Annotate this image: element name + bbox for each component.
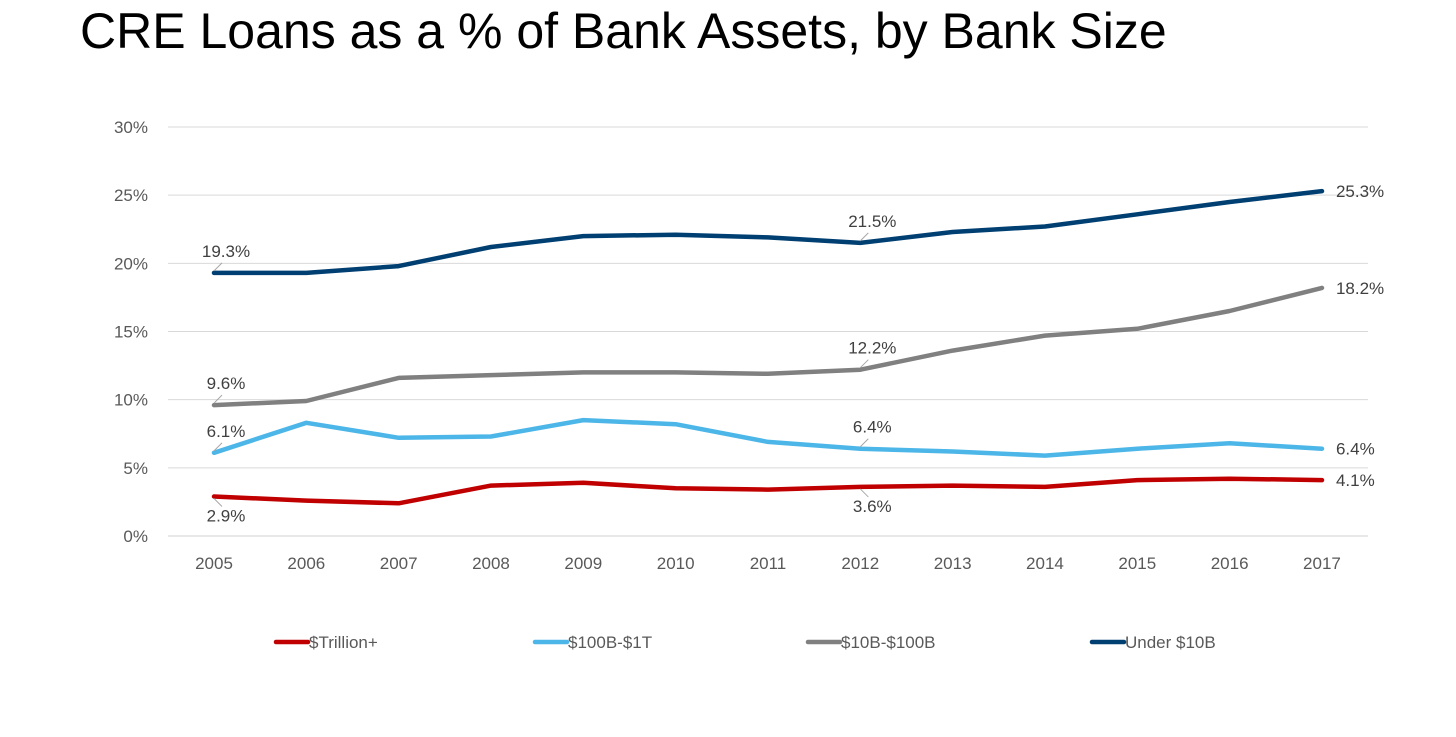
series-line — [211, 188, 1325, 276]
series-lines — [211, 188, 1325, 506]
legend: $Trillion+ $100B-$1T $10B-$100B Under $10B — [273, 633, 1216, 652]
y-tick-label: 25% — [114, 186, 148, 205]
data-label: 25.3% — [1336, 182, 1384, 201]
series-line — [211, 285, 1325, 408]
data-label: 3.6% — [853, 497, 892, 516]
x-tick-label: 2008 — [472, 554, 510, 573]
data-label: 12.2% — [848, 339, 896, 358]
x-tick-label: 2015 — [1118, 554, 1156, 573]
legend-label: $10B-$100B — [841, 633, 936, 652]
x-tick-label: 2006 — [287, 554, 325, 573]
x-tick-label: 2009 — [564, 554, 602, 573]
data-label: 6.4% — [853, 418, 892, 437]
x-tick-label: 2005 — [195, 554, 233, 573]
gridlines — [168, 126, 1368, 537]
leader-line — [859, 438, 869, 448]
y-tick-label: 30% — [114, 118, 148, 137]
data-label: 21.5% — [848, 212, 896, 231]
x-tick-label: 2014 — [1026, 554, 1064, 573]
series-line — [211, 476, 1325, 506]
x-tick-label: 2012 — [841, 554, 879, 573]
x-tick-label: 2017 — [1303, 554, 1341, 573]
y-tick-label: 20% — [114, 254, 148, 273]
x-tick-label: 2010 — [657, 554, 695, 573]
y-tick-label: 0% — [123, 527, 148, 546]
legend-label: Under $10B — [1125, 633, 1216, 652]
legend-label: $100B-$1T — [568, 633, 652, 652]
y-tick-label: 10% — [114, 391, 148, 410]
data-label: 9.6% — [207, 374, 246, 393]
data-label: 6.4% — [1336, 440, 1375, 459]
y-axis: 0% 5% 10% 15% 20% 25% 30% — [114, 118, 148, 546]
legend-label: $Trillion+ — [309, 633, 378, 652]
x-tick-label: 2013 — [934, 554, 972, 573]
x-tick-label: 2016 — [1211, 554, 1249, 573]
leader-line — [859, 359, 869, 369]
data-label: 19.3% — [202, 242, 250, 261]
data-label: 4.1% — [1336, 471, 1375, 490]
leader-line — [859, 488, 869, 498]
leader-line — [213, 262, 223, 272]
leader-line — [213, 498, 223, 507]
x-tick-label: 2007 — [380, 554, 418, 573]
x-axis: 2005 2006 2007 2008 2009 2010 2011 2012 2013 2014… — [195, 554, 1341, 573]
data-labels: 2.9% 3.6% 4.1% 6.1% 6.4% 6.4% 9.6% 12.2% 18.2% 19… — [202, 182, 1384, 525]
leader-line — [213, 394, 223, 404]
chart-title: CRE Loans as a % of Bank Assets, by Bank… — [80, 3, 1167, 59]
x-tick-label: 2011 — [750, 554, 787, 573]
leader-line — [859, 232, 869, 242]
y-tick-label: 15% — [114, 323, 148, 342]
data-label: 2.9% — [207, 506, 246, 525]
y-tick-label: 5% — [123, 459, 148, 478]
data-label: 18.2% — [1336, 279, 1384, 298]
series-line — [211, 417, 1325, 458]
leader-line — [213, 442, 223, 452]
data-label: 6.1% — [207, 422, 246, 441]
